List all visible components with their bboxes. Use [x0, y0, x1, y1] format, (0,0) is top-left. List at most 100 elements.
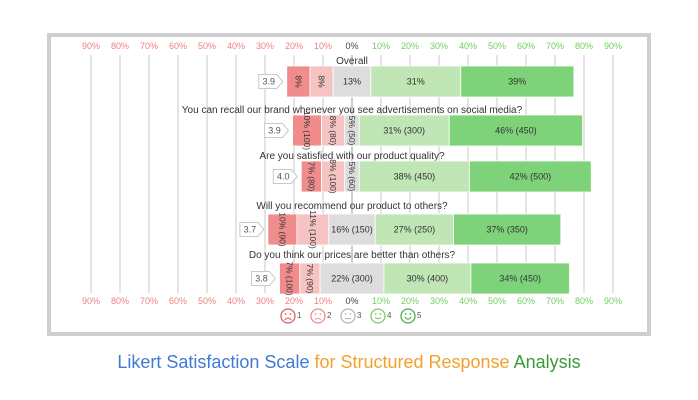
tick-label-top: 50%: [198, 41, 216, 51]
face-eye: [404, 313, 407, 315]
happy-face-icon: [370, 308, 386, 324]
tick-label-bottom: 80%: [575, 296, 593, 306]
bar-data-label: 42% (500): [510, 172, 552, 182]
face-eye: [289, 313, 292, 315]
chart-frame: 90% 80% 70% 60% 50% 40% 30% 20% 10% 0% 10% 20% 30% 40…: [47, 33, 651, 336]
tick-label-bottom: 10%: [314, 296, 332, 306]
likert-chart: 90% 80% 70% 60% 50% 40% 30% 20% 10% 0% 10% 20% 30% 40…: [82, 41, 622, 324]
tick-label-top: 40%: [459, 41, 477, 51]
tick-label-top: 40%: [227, 41, 245, 51]
mean-badge: [272, 169, 298, 184]
legend-label: 4: [387, 311, 392, 320]
bar-segment-4: [358, 160, 470, 193]
tick-label-top: 30%: [430, 41, 448, 51]
bar-segment-3: [332, 65, 372, 98]
mean-value: 3.9: [262, 77, 275, 87]
question-title: Will you recommend our product to others…: [256, 201, 448, 212]
tick-label-top: 0%: [345, 41, 358, 51]
tick-label-top: 60%: [169, 41, 187, 51]
caption-part-1: Likert Satisfaction Scale: [117, 352, 310, 372]
mean-badge: [251, 271, 277, 286]
face-mouth: [374, 317, 382, 320]
tick-label-top: 20%: [285, 41, 303, 51]
bar-data-label: 7% (100): [285, 261, 295, 296]
bar-data-label: 13%: [343, 77, 361, 87]
question-title: Are you satisfied with our product quali…: [259, 151, 445, 162]
face-eye: [344, 313, 347, 315]
bar-data-label: 8%: [293, 75, 303, 88]
tick-label-bottom: 60%: [517, 296, 535, 306]
bar-data-label: 30% (400): [407, 274, 449, 284]
very-unhappy-face-icon: [280, 308, 296, 324]
very-happy-face-icon: [400, 308, 416, 324]
face-mouth: [314, 317, 322, 320]
bar-data-label: 39%: [508, 77, 526, 87]
neutral-face-icon: [340, 308, 356, 324]
bar-data-label: 5% (60): [347, 162, 357, 192]
bar-segment-1: [292, 114, 322, 147]
bar-data-label: 22% (300): [331, 274, 373, 284]
tick-label-bottom: 30%: [256, 296, 274, 306]
bar-data-label: 37% (350): [486, 225, 528, 235]
tick-label-bottom: 40%: [227, 296, 245, 306]
tick-label-bottom: 20%: [285, 296, 303, 306]
bar-segment-4: [383, 262, 472, 295]
bar-data-label: 31%: [407, 77, 425, 87]
caption-part-3: Analysis: [513, 352, 581, 372]
face-eye: [374, 313, 377, 315]
bar-segment-3: [319, 262, 385, 295]
face-mouth: [284, 317, 292, 321]
tick-label-bottom: 50%: [198, 296, 216, 306]
tick-label-bottom: 70%: [546, 296, 564, 306]
face-eye: [319, 313, 322, 315]
legend-label: 1: [297, 311, 302, 320]
face-eye: [284, 313, 287, 315]
face-mouth: [404, 316, 412, 320]
bar-data-label: 38% (450): [394, 172, 436, 182]
tick-label-top: 80%: [575, 41, 593, 51]
face-eye: [349, 313, 352, 315]
mean-value: 3.9: [268, 126, 281, 136]
bar-data-label: 11% (100): [308, 210, 318, 249]
mean-value: 4.0: [277, 172, 290, 182]
mean-value: 3.8: [255, 274, 268, 284]
mean-badge: [239, 222, 265, 237]
bar-segment-5: [469, 160, 592, 193]
bar-data-label: 10% (90): [277, 212, 287, 247]
question-title: Do you think our prices are better than …: [249, 250, 456, 261]
tick-label-top: 70%: [546, 41, 564, 51]
bar-data-label: 31% (300): [383, 126, 425, 136]
tick-label-bottom: 20%: [401, 296, 419, 306]
bar-segment-5: [470, 262, 570, 295]
bar-segment-5: [448, 114, 583, 147]
face-eye: [314, 313, 317, 315]
bar-segment-4: [374, 213, 454, 246]
bar-segment-5: [453, 213, 562, 246]
legend-label: 2: [327, 311, 332, 320]
bar-data-label: 10% (100): [302, 111, 312, 150]
question-title: Overall: [336, 56, 368, 67]
bar-data-label: 16% (150): [331, 225, 373, 235]
tick-label-top: 10%: [372, 41, 390, 51]
tick-label-bottom: 30%: [430, 296, 448, 306]
legend-label: 3: [357, 311, 362, 320]
bar-data-label: 8% (80): [328, 116, 338, 146]
tick-label-bottom: 40%: [459, 296, 477, 306]
tick-label-top: 80%: [111, 41, 129, 51]
bar-data-label: 5% (50): [347, 116, 357, 146]
unhappy-face-icon: [310, 308, 326, 324]
bar-segment-4: [370, 65, 462, 98]
mean-badge: [264, 123, 290, 138]
bar-data-label: 46% (450): [495, 126, 537, 136]
bar-data-label: 8%: [317, 75, 327, 88]
bar-segment-1: [267, 213, 298, 246]
figure-caption: Likert Satisfaction Scale for Structured…: [0, 352, 698, 373]
bar-segment-5: [460, 65, 575, 98]
caption-part-2: for Structured Response: [314, 352, 510, 372]
bar-data-label: 8% (100): [328, 159, 338, 194]
tick-label-bottom: 60%: [169, 296, 187, 306]
mean-badge: [258, 74, 284, 89]
mean-value: 3.7: [244, 225, 257, 235]
bar-data-label: 34% (450): [499, 274, 541, 284]
tick-label-top: 20%: [401, 41, 419, 51]
